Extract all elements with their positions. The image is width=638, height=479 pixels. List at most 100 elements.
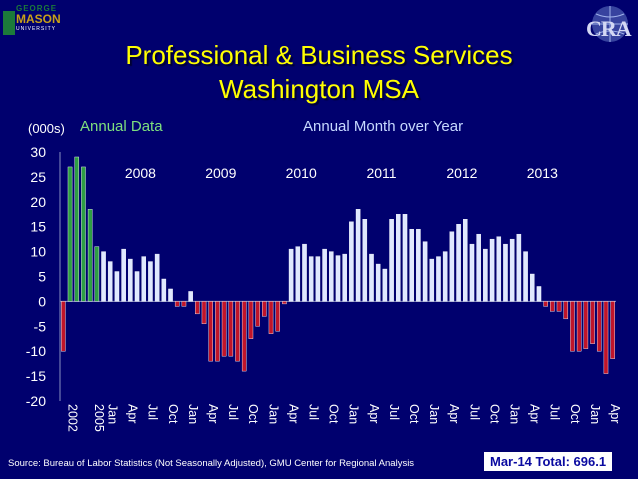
monthly-bar: [583, 301, 589, 349]
annual-bar: [87, 209, 93, 302]
monthly-bar: [543, 301, 548, 307]
monthly-bar: [188, 291, 193, 302]
mason-logo-mark: [3, 11, 15, 35]
mason-logo-text-university: UNIVERSITY: [16, 26, 57, 32]
x-tick-label: Apr: [608, 404, 622, 423]
y-tick-label: 10: [30, 244, 46, 260]
annual-bar: [61, 301, 66, 352]
monthly-bar: [201, 301, 207, 325]
monthly-bar: [268, 301, 274, 334]
monthly-bar: [362, 219, 368, 302]
monthly-bar: [315, 256, 321, 302]
monthly-bar: [483, 248, 488, 302]
x-tick-label: Jan: [106, 404, 120, 424]
y-tick-label: -15: [26, 368, 46, 384]
year-label: 2009: [205, 165, 236, 181]
monthly-bar: [429, 258, 435, 302]
x-tick-label: Jul: [387, 404, 401, 420]
cra-logo-text: CRA: [586, 16, 632, 41]
y-tick-label: 20: [30, 194, 46, 210]
year-label: 2008: [125, 165, 156, 181]
monthly-bar: [449, 231, 455, 302]
monthly-bar: [496, 236, 502, 302]
monthly-bar: [590, 301, 595, 344]
x-tick-label: Apr: [206, 404, 220, 423]
monthly-bar: [335, 255, 341, 302]
monthly-bar: [107, 261, 113, 302]
monthly-bar: [141, 256, 147, 302]
monthly-bar: [161, 278, 167, 302]
cra-logo-globe: [592, 6, 628, 42]
y-tick-label: 15: [30, 219, 46, 235]
monthly-bar: [389, 219, 394, 302]
monthly-bar: [442, 251, 448, 302]
monthly-bar: [576, 301, 582, 352]
monthly-bar: [288, 248, 294, 302]
monthly-bar: [596, 301, 602, 352]
monthly-bar: [154, 253, 160, 302]
monthly-bar: [121, 248, 126, 302]
monthly-bar: [610, 301, 615, 359]
y-tick-label: -20: [26, 393, 46, 409]
monthly-bar: [550, 301, 555, 312]
monthly-bar: [509, 238, 515, 302]
monthly-bar: [422, 241, 428, 302]
x-tick-label: Oct: [487, 404, 501, 424]
monthly-bar: [174, 301, 180, 307]
annual-bar: [67, 166, 73, 302]
x-tick-label: Jan: [427, 404, 441, 424]
monthly-bar: [148, 261, 153, 302]
monthly-bar: [456, 224, 461, 302]
monthly-bar: [195, 301, 200, 315]
monthly-bar: [382, 268, 388, 302]
year-label: 2012: [446, 165, 477, 181]
george-mason-logo: GEORGE MASON UNIVERSITY: [3, 3, 61, 43]
monthly-bar: [282, 301, 287, 305]
x-tick-label: Jan: [186, 404, 200, 424]
monthly-bar: [208, 301, 213, 362]
year-label: 2011: [366, 165, 396, 181]
monthly-bar: [463, 219, 468, 302]
total-badge: Mar-14 Total: 696.1: [484, 452, 613, 471]
annual-bar: [74, 156, 80, 302]
x-tick-label: Oct: [246, 404, 260, 424]
y-tick-label: 5: [38, 269, 46, 285]
mason-logo-text-mason: MASON: [16, 12, 61, 26]
x-tick-label: Oct: [166, 404, 180, 424]
monthly-bar: [181, 301, 187, 307]
x-tick-label: Oct: [327, 404, 341, 424]
x-tick-label: Oct: [568, 404, 582, 424]
monthly-bar: [355, 209, 361, 302]
monthly-bar: [402, 214, 408, 302]
monthly-bar: [489, 238, 495, 302]
x-tick-label: Oct: [407, 404, 421, 424]
monthly-bar: [308, 256, 314, 302]
monthly-bar: [275, 301, 280, 332]
monthly-bar: [329, 251, 334, 302]
monthly-bar: [101, 251, 106, 302]
annual-bar: [81, 166, 86, 302]
x-tick-label: Apr: [447, 404, 461, 423]
monthly-bar: [476, 233, 481, 302]
monthly-bar: [168, 288, 173, 302]
monthly-bar: [375, 263, 381, 302]
source-note: Source: Bureau of Labor Statistics (Not …: [8, 458, 415, 469]
x-tick-label: Jul: [467, 404, 481, 420]
y-tick-label: 25: [30, 169, 46, 185]
monthly-bar: [516, 233, 522, 302]
monthly-bar: [529, 273, 535, 302]
monthly-bar: [503, 243, 508, 302]
monthly-bar: [536, 286, 542, 302]
x-tick-label: Jan: [508, 404, 522, 424]
monthly-bar: [241, 301, 247, 372]
monthly-bar: [262, 301, 267, 317]
monthly-bar: [436, 256, 441, 302]
monthly-bar: [228, 301, 234, 357]
annual-data-label: Annual Data: [80, 118, 163, 135]
annual-bar: [94, 246, 100, 302]
x-tick-label: Jul: [226, 404, 240, 420]
x-tick-label: 2005: [92, 404, 106, 432]
monthly-bar: [409, 228, 414, 302]
